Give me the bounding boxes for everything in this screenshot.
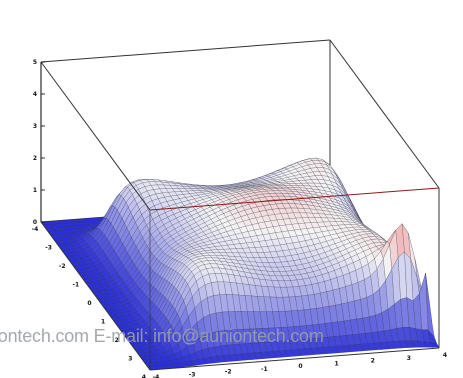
y-tick-label: -2 — [225, 369, 232, 376]
x-tick-label: 1 — [101, 319, 105, 326]
y-tick-label: -4 — [153, 374, 160, 378]
y-tick-label: 0 — [298, 363, 302, 370]
x-tick-label: -2 — [59, 263, 66, 270]
box-edge — [40, 221, 151, 371]
z-tick-label: 3 — [33, 123, 37, 130]
z-tick-label: 1 — [33, 187, 37, 194]
y-tick-label: 3 — [407, 355, 411, 362]
box-edge — [329, 39, 440, 189]
box-edge — [149, 187, 440, 211]
y-tick-label: 4 — [443, 352, 447, 359]
y-tick-label: 2 — [371, 358, 375, 365]
z-tick-label: 4 — [33, 91, 37, 98]
y-tick-label: -1 — [261, 366, 268, 373]
axes-box-front — [40, 61, 440, 371]
box-edge — [149, 347, 440, 371]
y-tick-label: -3 — [189, 371, 196, 378]
z-tick-label: 2 — [33, 155, 37, 162]
x-tick-label: 2 — [115, 337, 119, 344]
axis-tick-labels: 0 1 2 3 4 5 -4 -3 -2 -1 0 1 2 3 4 4 3 2 1 0 -1 -2 -3 -4 — [32, 59, 447, 378]
surface-mesh — [40, 157, 440, 371]
z-tick-label: 0 — [33, 219, 37, 226]
x-tick-label: 4 — [142, 374, 146, 378]
x-tick-label: -1 — [73, 282, 80, 289]
box-edge — [40, 39, 331, 63]
x-tick-label: -3 — [45, 245, 52, 252]
x-tick-label: -4 — [32, 226, 39, 233]
x-tick-label: 0 — [87, 300, 91, 307]
z-tick-label: 5 — [33, 59, 37, 66]
y-tick-label: 1 — [335, 360, 339, 367]
box-edge — [40, 61, 151, 211]
x-tick-label: 3 — [128, 356, 132, 363]
